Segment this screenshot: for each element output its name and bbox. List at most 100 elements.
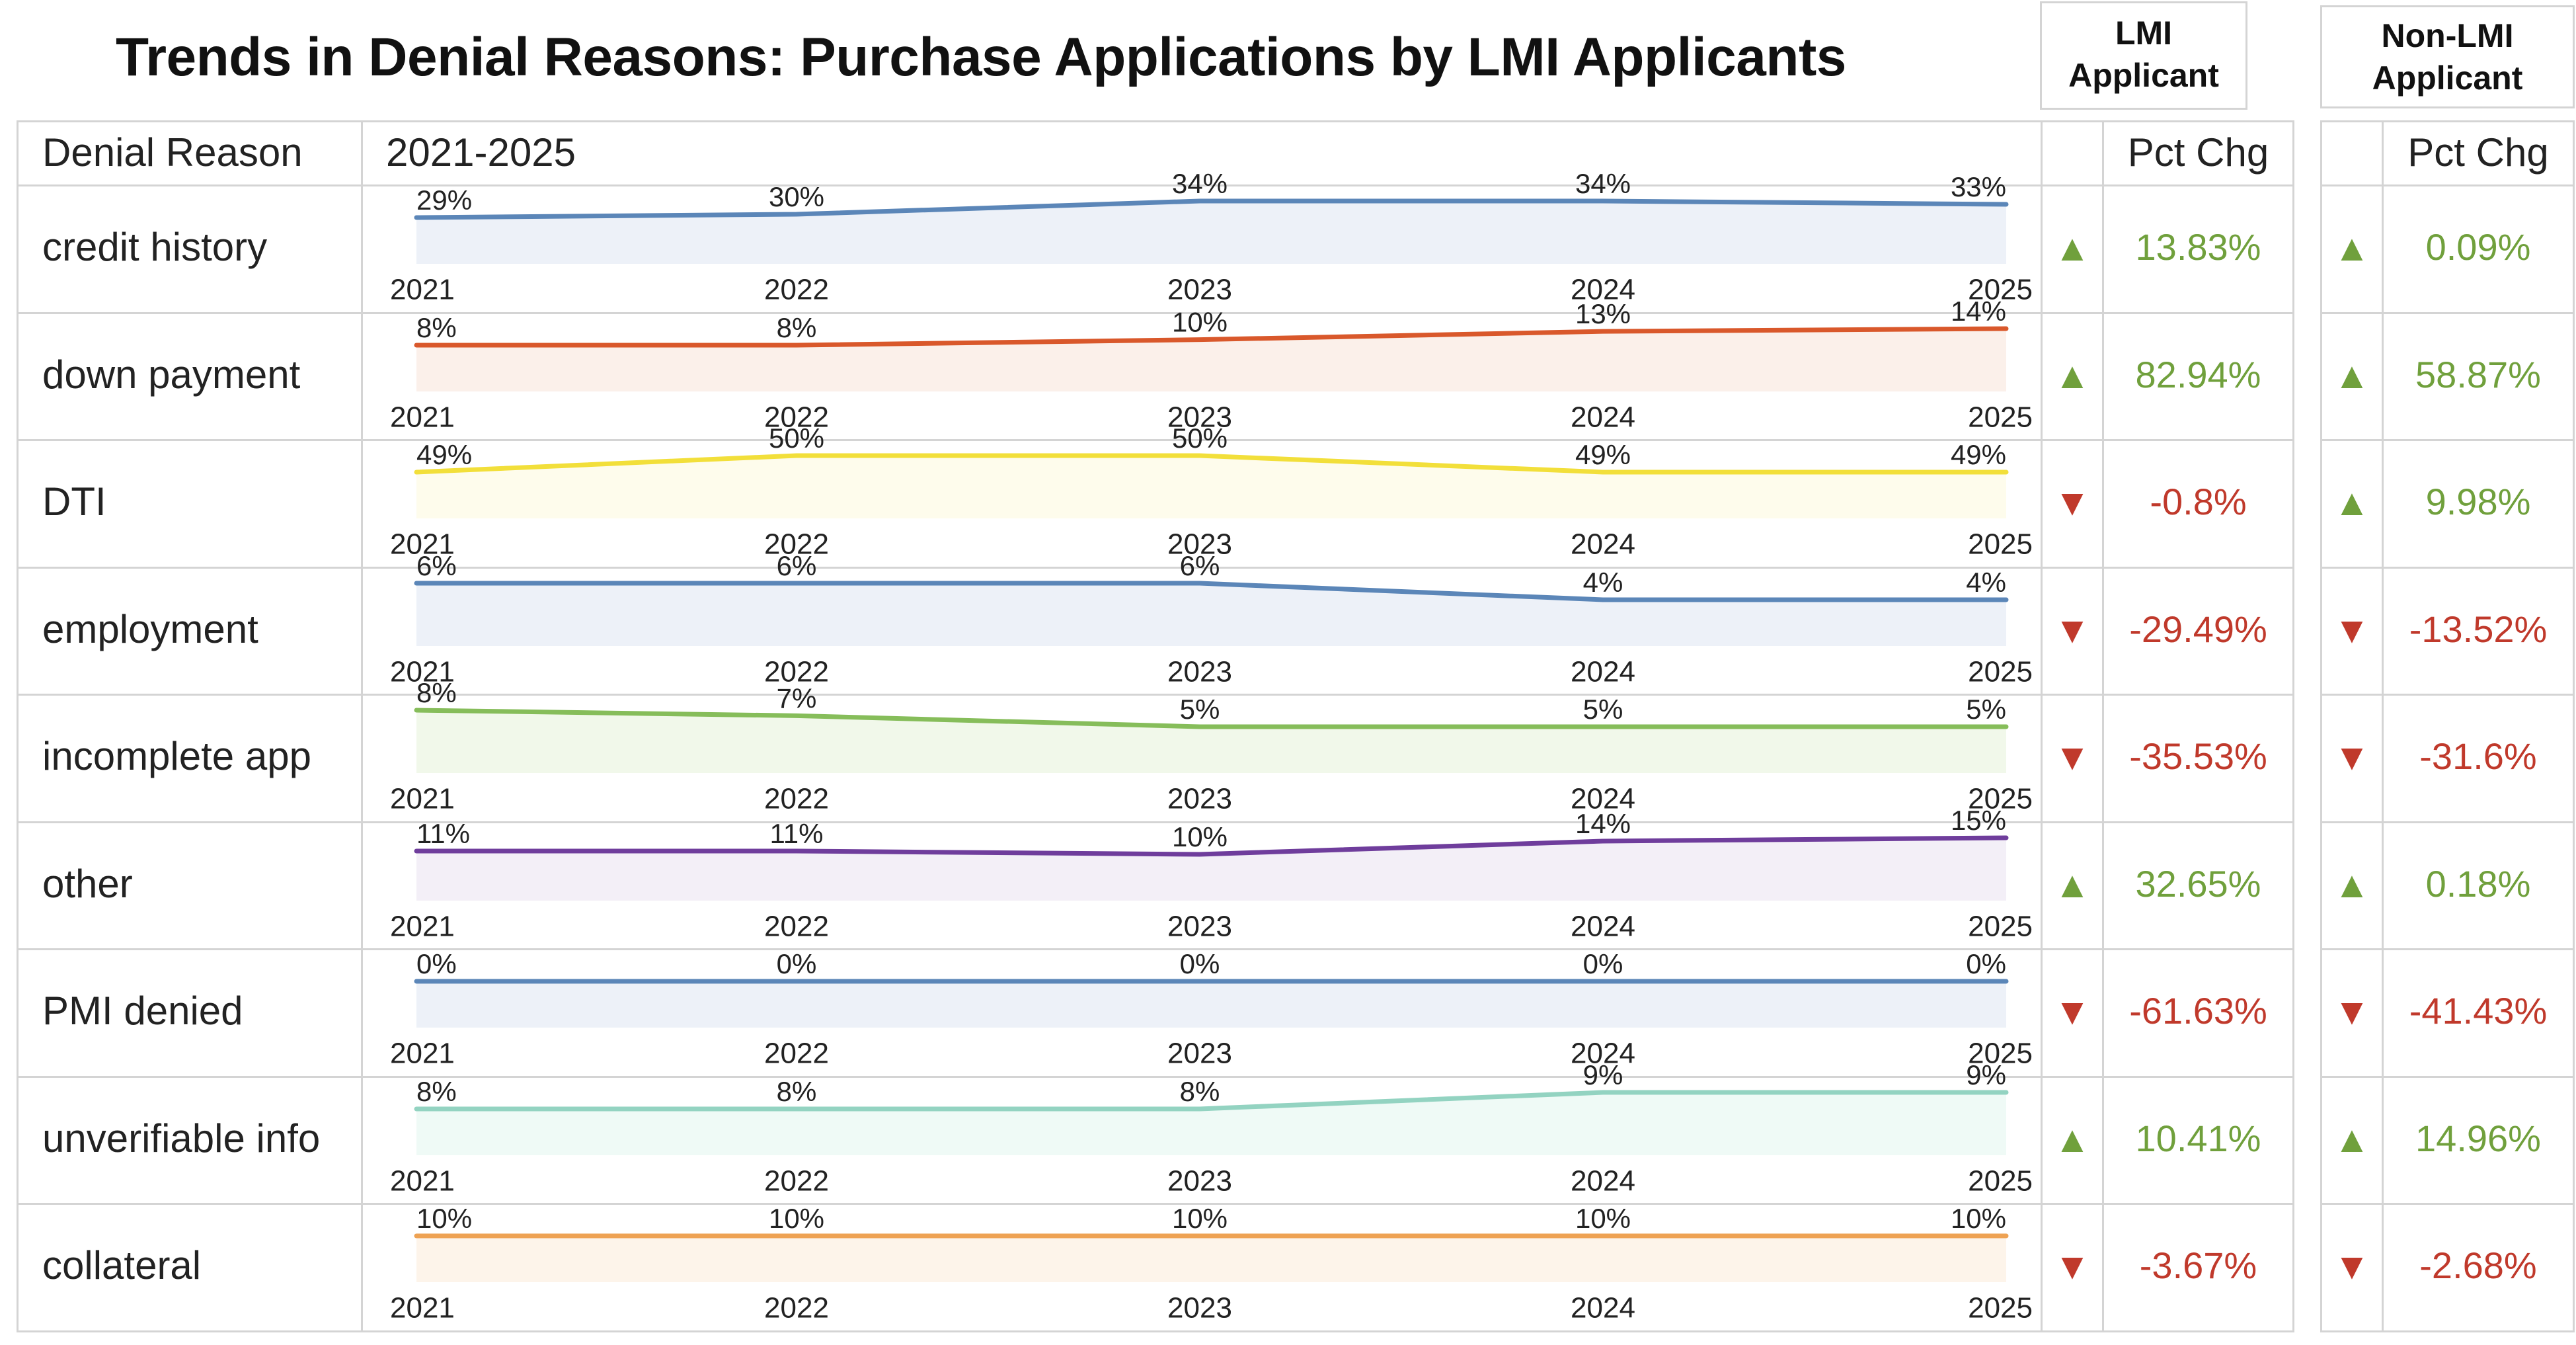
trend-down-icon: ▼ bbox=[2054, 608, 2091, 651]
nonlmi-pct-change: 58.87% bbox=[2415, 353, 2541, 395]
trend-down-icon: ▼ bbox=[2333, 991, 2370, 1033]
row-cell-nonlmi-pct bbox=[2382, 694, 2575, 823]
sparkline-value-label: 14% bbox=[1575, 808, 1631, 839]
nonlmi-pct-change: -2.68% bbox=[2419, 1244, 2537, 1287]
sparkline-value-label: 9% bbox=[1583, 1059, 1623, 1090]
sparkline-value-label: 29% bbox=[416, 184, 472, 216]
row-cell-lmi-arrow bbox=[2041, 566, 2104, 696]
row-cell-lmi-pct bbox=[2102, 1075, 2294, 1205]
sparkline-credit-history: 29% 30% 34% 34% 33% 2021 2022 2023 2024 2025 bbox=[390, 168, 2033, 306]
sparkline-year-label: 2022 bbox=[764, 528, 829, 561]
sparkline-year-label: 2024 bbox=[1571, 1038, 1635, 1070]
sparkline-dti: 49% 50% 50% 49% 49% 2021 2022 2023 2024 2025 bbox=[390, 423, 2033, 561]
row-cell-lmi-arrow bbox=[2041, 1075, 2104, 1205]
sparkline-year-label: 2021 bbox=[390, 783, 455, 815]
row-cell-lmi-pct bbox=[2102, 311, 2294, 441]
row-cell-lmi-pct bbox=[2102, 1203, 2294, 1332]
sparkline-area bbox=[416, 1092, 2006, 1155]
sparkline-year-label: 2025 bbox=[1968, 1292, 2033, 1325]
sparkline-down-payment: 8% 8% 10% 13% 14% 2021 2022 2023 2024 2025 bbox=[390, 296, 2033, 434]
sparkline-year-label: 2021 bbox=[390, 401, 455, 433]
sparkline-year-label: 2022 bbox=[764, 783, 829, 815]
sparkline-value-label: 4% bbox=[1966, 567, 2006, 598]
sparkline-employment: 6% 6% 6% 4% 4% 2021 2022 2023 2024 2025 bbox=[390, 550, 2033, 688]
sparkline-area bbox=[416, 981, 2006, 1028]
lmi-group-title-line1: LMI bbox=[2115, 15, 2173, 52]
row-cell-nonlmi-pct bbox=[2382, 311, 2575, 441]
sparkline-value-label: 10% bbox=[1172, 821, 1228, 852]
header-cell-nonlmi-arrow bbox=[2320, 120, 2384, 186]
sparkline-value-label: 5% bbox=[1180, 694, 1220, 725]
row-cell-nonlmi-arrow bbox=[2320, 311, 2384, 441]
sparkline-line bbox=[414, 198, 2009, 220]
trend-down-icon: ▼ bbox=[2054, 481, 2091, 524]
row-cell-lmi-pct bbox=[2102, 566, 2294, 696]
trend-up-icon: ▲ bbox=[2054, 1118, 2091, 1160]
sparkline-year-label: 2022 bbox=[764, 1038, 829, 1070]
row-cell-reason bbox=[17, 1203, 363, 1332]
lmi-pct-change: -29.49% bbox=[2129, 608, 2267, 650]
sparkline-year-label: 2024 bbox=[1571, 1164, 1635, 1197]
sparkline-year-label: 2023 bbox=[1167, 910, 1232, 942]
lmi-group-title-line2: Applicant bbox=[2068, 57, 2219, 94]
lmi-pct-change: -3.67% bbox=[2139, 1244, 2257, 1287]
sparkline-area bbox=[416, 201, 2006, 264]
sparkline-year-label: 2025 bbox=[1968, 401, 2033, 433]
denial-reason-label-pmi-denied: PMI denied bbox=[42, 989, 243, 1034]
sparkline-area bbox=[416, 583, 2006, 646]
sparkline-value-label: 0% bbox=[416, 948, 457, 979]
sparkline-value-label: 13% bbox=[1575, 298, 1631, 329]
lmi-pct-change: -35.53% bbox=[2129, 735, 2267, 778]
sparkline-value-label: 11% bbox=[416, 818, 470, 849]
sparkline-value-label: 8% bbox=[777, 1076, 817, 1107]
sparkline-year-label: 2021 bbox=[390, 528, 455, 561]
sparkline-line bbox=[414, 835, 2009, 856]
row-cell-lmi-pct bbox=[2102, 821, 2294, 950]
sparkline-line bbox=[414, 581, 2009, 602]
lmi-group-title: LMI Applicant bbox=[2040, 12, 2247, 97]
row-cell-lmi-pct bbox=[2102, 948, 2294, 1078]
sparkline-value-label: 50% bbox=[769, 423, 824, 454]
sparkline-year-label: 2021 bbox=[390, 274, 455, 306]
sparkline-line bbox=[414, 1090, 2009, 1111]
sparkline-year-label: 2025 bbox=[1968, 274, 2033, 306]
sparkline-year-label: 2024 bbox=[1571, 1292, 1635, 1325]
sparkline-year-label: 2024 bbox=[1571, 528, 1635, 561]
denial-reason-label-employment: employment bbox=[42, 606, 258, 651]
sparkline-year-label: 2023 bbox=[1167, 1164, 1232, 1197]
nonlmi-group-header bbox=[2320, 5, 2575, 108]
nonlmi-pct-change: 0.09% bbox=[2425, 226, 2531, 268]
nonlmi-pct-change: -41.43% bbox=[2409, 990, 2548, 1032]
row-cell-reason bbox=[17, 184, 363, 314]
sparkline-year-label: 2024 bbox=[1571, 783, 1635, 815]
sparkline-value-label: 10% bbox=[769, 1203, 824, 1234]
row-cell-nonlmi-pct bbox=[2382, 439, 2575, 569]
nonlmi-pct-change: -31.6% bbox=[2419, 735, 2537, 778]
sparkline-value-label: 49% bbox=[1575, 439, 1631, 470]
denial-reason-label-incomplete-app: incomplete app bbox=[42, 734, 311, 779]
sparkline-collateral: 10% 10% 10% 10% 10% 2021 2022 2023 2024 2025 bbox=[390, 1203, 2033, 1325]
denial-reason-label-credit-history: credit history bbox=[42, 225, 268, 270]
sparkline-value-label: 34% bbox=[1575, 168, 1631, 199]
row-cell-lmi-pct bbox=[2102, 184, 2294, 314]
sparkline-value-label: 0% bbox=[1583, 948, 1623, 979]
sparkline-value-label: 8% bbox=[416, 1076, 457, 1107]
trend-up-icon: ▲ bbox=[2333, 227, 2370, 269]
sparkline-value-label: 34% bbox=[1172, 168, 1228, 199]
sparkline-year-label: 2025 bbox=[1968, 783, 2033, 815]
header-cell-lmi-arrow bbox=[2041, 120, 2104, 186]
sparkline-year-label: 2023 bbox=[1167, 1038, 1232, 1070]
sparkline-area bbox=[416, 456, 2006, 518]
lmi-pct-change: 82.94% bbox=[2135, 353, 2261, 395]
trend-up-icon: ▲ bbox=[2333, 481, 2370, 524]
sparkline-value-label: 10% bbox=[1951, 1203, 2006, 1234]
sparkline-year-label: 2024 bbox=[1571, 910, 1635, 942]
sparkline-unverifiable-info: 8% 8% 8% 9% 9% 2021 2022 2023 2024 2025 bbox=[390, 1059, 2033, 1198]
sparkline-year-label: 2022 bbox=[764, 1164, 829, 1197]
nonlmi-pct-change: -13.52% bbox=[2409, 608, 2548, 650]
sparkline-value-label: 30% bbox=[769, 181, 824, 212]
lmi-pct-change: -0.8% bbox=[2150, 481, 2247, 523]
sparkline-year-label: 2022 bbox=[764, 401, 829, 433]
row-cell-nonlmi-pct bbox=[2382, 1203, 2575, 1332]
